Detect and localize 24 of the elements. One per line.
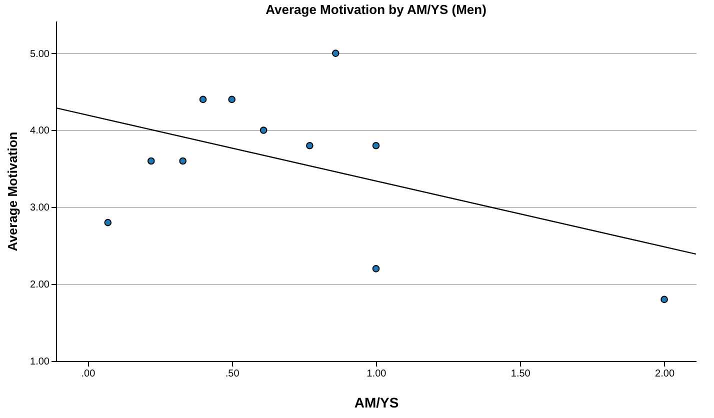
point: [179, 157, 187, 165]
x-tick-label: .00: [81, 368, 96, 380]
chart-title: Average Motivation by AM/YS (Men): [266, 2, 486, 17]
y-tick-label: 3.00: [30, 202, 50, 214]
y-axis-title: Average Motivation: [5, 132, 20, 252]
point: [660, 296, 668, 304]
point: [260, 126, 268, 134]
x-tick-label: 1.50: [510, 368, 531, 380]
point: [306, 142, 314, 150]
y-tick-label: 2.00: [30, 280, 50, 291]
point: [147, 157, 155, 165]
x-axis-title: AM/YS: [354, 394, 399, 410]
point: [372, 265, 380, 272]
x-tick-label: .50: [225, 368, 240, 380]
point: [104, 218, 112, 226]
point: [228, 96, 236, 104]
x-tick-label: 1.00: [366, 368, 387, 380]
point: [372, 142, 380, 150]
x-tick-label: 2.00: [655, 368, 675, 380]
point: [332, 50, 340, 57]
point: [199, 96, 207, 104]
y-tick-label: 1.00: [30, 356, 50, 368]
y-tick-label: 5.00: [30, 48, 50, 60]
y-tick-label: 4.00: [30, 126, 50, 137]
